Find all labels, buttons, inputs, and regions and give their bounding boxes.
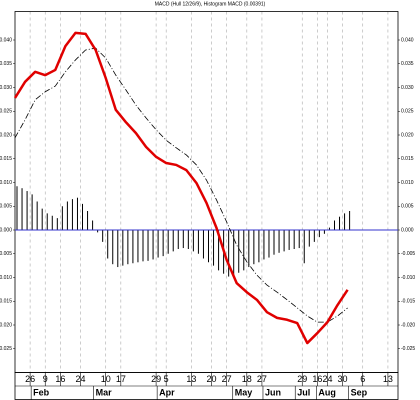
y-tick-label: -0.020 <box>0 322 12 328</box>
x-tick-label: 18 <box>242 374 252 384</box>
x-tick-label: 17 <box>116 374 126 384</box>
y-tick-label: 0.030 <box>401 85 414 91</box>
x-tick-label: 13 <box>383 374 393 384</box>
month-label: May <box>235 387 253 397</box>
y-tick-label: 0.040 <box>0 37 12 43</box>
chart-title: MACD (Hull 12/26/9), Histogram MACD (0.0… <box>155 1 266 7</box>
x-tick-label: 10 <box>101 374 111 384</box>
month-label: Feb <box>33 387 50 397</box>
y-tick-label: 0.020 <box>401 132 414 138</box>
x-tick-label: 24 <box>322 374 332 384</box>
y-tick-label: -0.005 <box>0 251 12 257</box>
y-tick-label: 0.040 <box>401 37 414 43</box>
y-tick-label: -0.020 <box>401 322 415 328</box>
x-tick-label: 24 <box>76 374 86 384</box>
x-tick-label: 30 <box>338 374 348 384</box>
y-tick-label: 0.025 <box>401 109 414 115</box>
x-tick-label: 26 <box>25 374 35 384</box>
month-label: Sep <box>351 387 368 397</box>
y-tick-label: -0.015 <box>0 299 12 305</box>
y-tick-label: 0.020 <box>0 132 12 138</box>
x-tick-label: 5 <box>164 374 169 384</box>
y-tick-label: -0.025 <box>401 346 415 352</box>
x-tick-label: 9 <box>43 374 48 384</box>
x-tick-label: 13 <box>186 374 196 384</box>
x-tick-label: 29 <box>297 374 307 384</box>
y-tick-label: 0.035 <box>0 61 12 67</box>
y-tick-label: 0.000 <box>401 227 414 233</box>
y-tick-label: 0.010 <box>0 180 12 186</box>
x-tick-label: 27 <box>222 374 232 384</box>
y-tick-label: 0.000 <box>0 227 12 233</box>
signal-line <box>14 47 348 323</box>
y-tick-label: 0.015 <box>0 156 12 162</box>
month-label: Mar <box>96 387 113 397</box>
y-tick-label: 0.035 <box>401 61 414 67</box>
y-tick-label: 0.005 <box>0 204 12 210</box>
month-label: Jul <box>297 387 310 397</box>
x-tick-label: 6 <box>360 374 365 384</box>
plot-frame <box>14 11 399 373</box>
x-tick-label: 20 <box>207 374 217 384</box>
y-tick-label: 0.030 <box>0 85 12 91</box>
month-label: Apr <box>159 387 175 397</box>
month-label: Aug <box>318 387 336 397</box>
y-tick-label: -0.005 <box>401 251 415 257</box>
y-tick-label: -0.015 <box>401 299 415 305</box>
x-tick-label: 16 <box>55 374 65 384</box>
y-tick-label: -0.025 <box>0 346 12 352</box>
y-tick-label: 0.025 <box>0 109 12 115</box>
x-tick-label: 29 <box>151 374 161 384</box>
y-tick-label: 0.005 <box>401 204 414 210</box>
y-tick-label: 0.015 <box>401 156 414 162</box>
macd-line <box>13 31 349 345</box>
x-tick-label: 16 <box>312 374 322 384</box>
y-tick-label: 0.010 <box>401 180 414 186</box>
y-tick-label: -0.010 <box>0 275 12 281</box>
month-label: Jun <box>265 387 281 397</box>
y-tick-label: -0.010 <box>401 275 415 281</box>
x-tick-label: 27 <box>257 374 267 384</box>
